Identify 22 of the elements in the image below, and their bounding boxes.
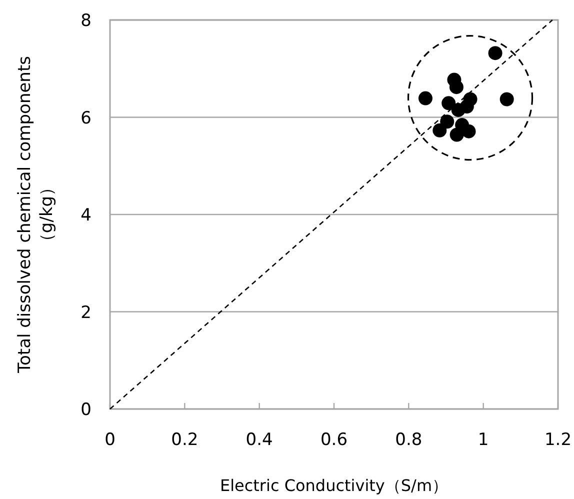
point	[418, 91, 432, 106]
x-axis-title: Electric Conductivity（S/m）	[220, 476, 448, 495]
y-axis-title: Total dissolved chemical components （g/kg）	[15, 56, 57, 374]
x-tick-label: 0	[104, 430, 116, 450]
point	[442, 96, 456, 110]
point	[500, 92, 514, 106]
point	[488, 46, 502, 60]
point	[440, 114, 454, 129]
y-tick-label: 4	[80, 206, 92, 226]
x-tick-label: 0.6	[320, 430, 348, 450]
y-tick-label: 0	[80, 400, 92, 420]
point	[460, 100, 474, 114]
y-tick-label: 6	[80, 108, 92, 128]
x-tick-label: 1.2	[544, 430, 572, 450]
point	[449, 80, 464, 94]
x-tick-label: 0.2	[171, 430, 198, 450]
x-tick-label: 1	[478, 430, 489, 450]
y-tick-label: 8	[80, 11, 92, 31]
y-tick-label: 2	[80, 302, 92, 323]
point	[432, 123, 447, 138]
x-tick-label: 0.8	[395, 430, 422, 450]
x-tick-label: 0.4	[246, 430, 273, 450]
